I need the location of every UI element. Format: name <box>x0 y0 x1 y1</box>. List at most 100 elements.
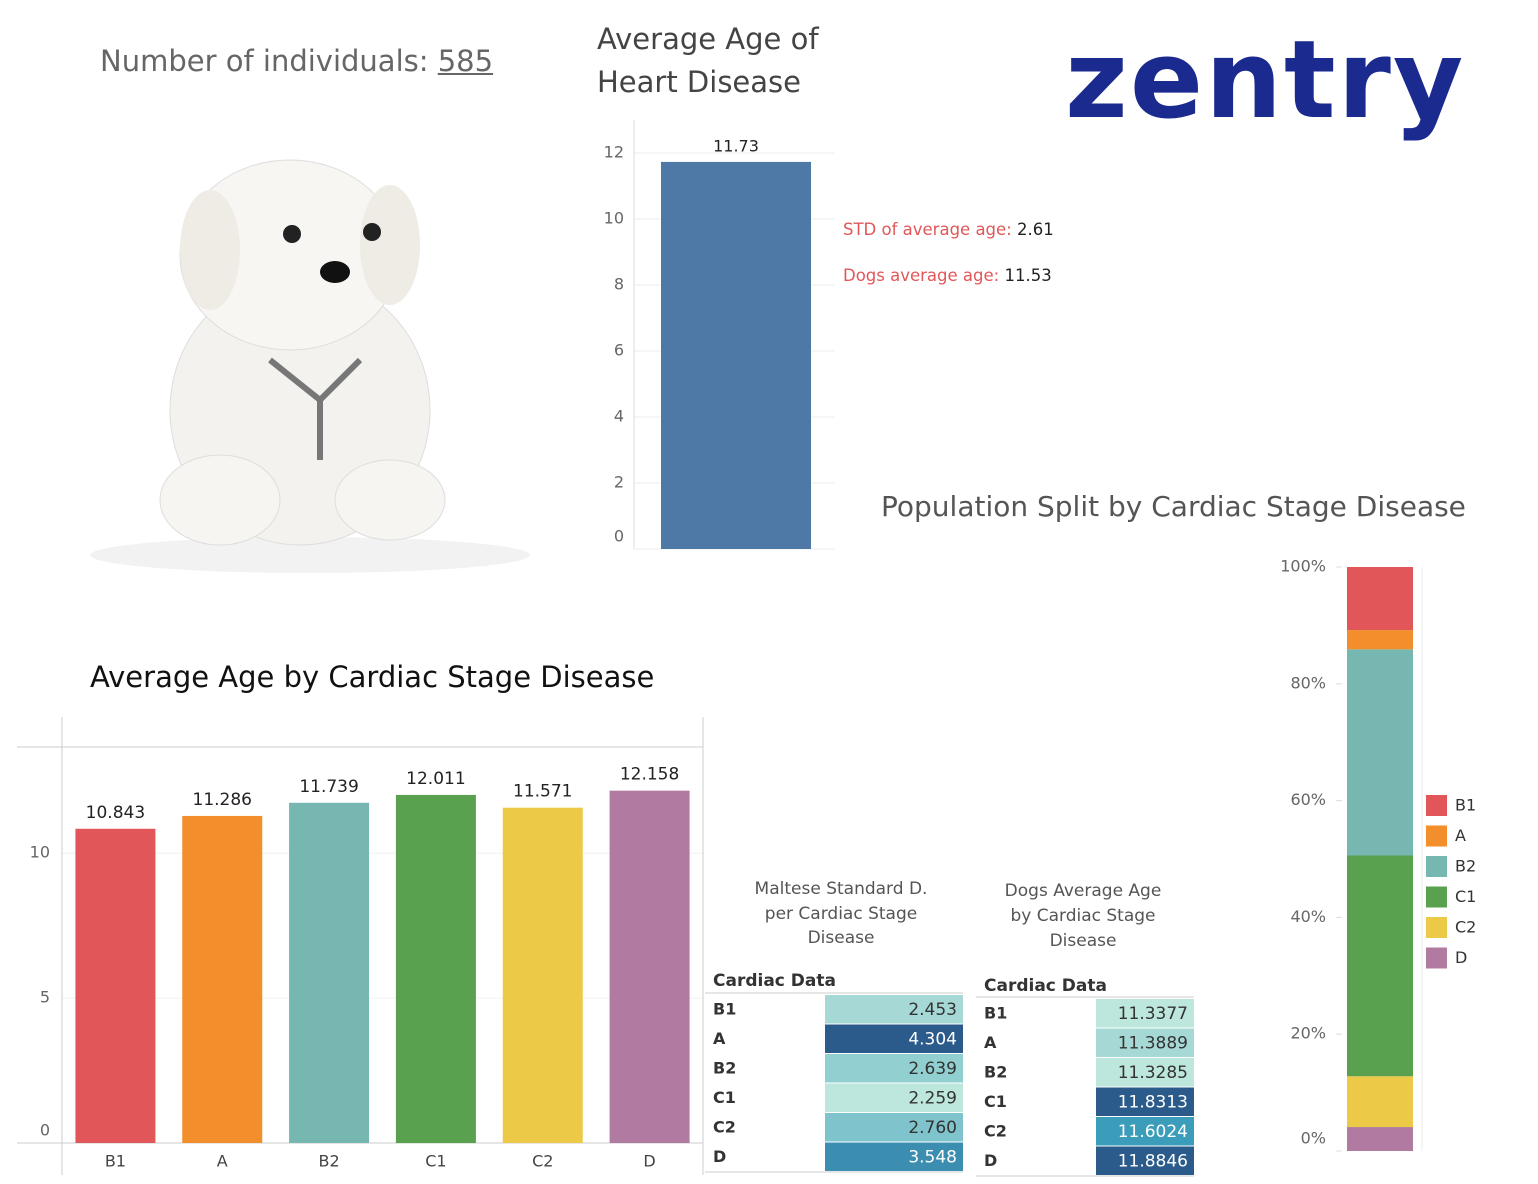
chart-title: Average Age by Cardiac Stage Disease <box>90 660 655 694</box>
table-title: Dogs Average Age by Cardiac Stage Diseas… <box>1004 881 1162 951</box>
dog-illustration <box>90 159 530 573</box>
cell-value: 2.453 <box>908 1000 957 1020</box>
table-cell <box>825 1083 963 1112</box>
x-tick-label: D <box>643 1152 655 1171</box>
legend-swatch <box>1426 917 1447 938</box>
y-tick-label: 10 <box>604 209 624 228</box>
row-label: D <box>984 1151 997 1170</box>
chart-title: Average Age of Heart Disease <box>597 22 819 99</box>
y-tick-label: 100% <box>1280 557 1326 576</box>
y-tick-label: 0 <box>614 527 624 546</box>
row-label: B2 <box>713 1059 736 1078</box>
legend-label: C1 <box>1455 887 1476 906</box>
row-label: A <box>984 1033 997 1052</box>
legend-label: A <box>1455 826 1466 845</box>
row-label: B1 <box>713 1000 736 1019</box>
cell-value: 3.548 <box>908 1148 957 1168</box>
row-label: C1 <box>713 1088 736 1107</box>
annotation: Dogs average age: 11.53 <box>843 266 1052 285</box>
cell-value: 11.3889 <box>1118 1034 1188 1054</box>
legend-swatch <box>1426 856 1447 877</box>
cell-value: 11.3377 <box>1118 1004 1188 1024</box>
y-tick-label: 60% <box>1290 790 1326 809</box>
y-tick-label: 8 <box>614 275 624 294</box>
cell-value: 11.3285 <box>1118 1063 1188 1083</box>
row-label: D <box>713 1147 726 1166</box>
table-cell <box>1096 1087 1194 1116</box>
legend-label: D <box>1455 948 1467 967</box>
bar <box>289 802 370 1143</box>
table-cell <box>825 995 963 1024</box>
bar <box>75 828 156 1143</box>
table-cell <box>825 1054 963 1083</box>
cell-value: 2.639 <box>908 1059 957 1079</box>
table-cell <box>825 1113 963 1142</box>
legend-label: B1 <box>1455 796 1476 815</box>
row-label: C2 <box>713 1118 736 1137</box>
y-tick-label: 2 <box>614 473 624 492</box>
table-cell <box>1096 1146 1194 1175</box>
table-cell <box>1096 1058 1194 1087</box>
row-label: B1 <box>984 1004 1007 1023</box>
y-tick-label: 6 <box>614 341 624 360</box>
bar-segment <box>1347 630 1413 650</box>
value-label: 12.158 <box>620 765 679 785</box>
table-cell <box>1096 999 1194 1028</box>
row-label: B2 <box>984 1063 1007 1082</box>
count-value: 585 <box>437 44 494 78</box>
bar <box>182 815 263 1143</box>
value-label: 12.011 <box>406 769 465 789</box>
value-label: 11.286 <box>193 790 252 810</box>
chart-title: Population Split by Cardiac Stage Diseas… <box>881 490 1466 523</box>
cell-value: 11.8313 <box>1118 1093 1188 1113</box>
table-title: Maltese Standard D. per Cardiac Stage Di… <box>754 879 928 948</box>
value-label: 10.843 <box>86 803 145 823</box>
annotation-label: STD of average age: <box>843 220 1012 239</box>
y-tick-label: 40% <box>1290 907 1326 926</box>
count-label: Number of individuals: <box>100 44 429 78</box>
y-tick-label: 10 <box>30 843 50 862</box>
legend-swatch <box>1426 886 1447 908</box>
row-label: A <box>713 1029 726 1048</box>
bar-segment <box>1347 1127 1413 1151</box>
cell-value: 2.259 <box>908 1089 957 1109</box>
y-tick-label: 0 <box>40 1121 50 1140</box>
annotation: STD of average age: 2.61 <box>843 220 1054 239</box>
y-tick-label: 0% <box>1301 1129 1326 1148</box>
x-tick-label: A <box>217 1152 228 1171</box>
bar <box>609 790 690 1143</box>
table-header: Cardiac Data <box>984 976 1107 996</box>
bar-segment <box>1347 649 1413 856</box>
annotation-value: 2.61 <box>1017 220 1054 239</box>
bar-segment <box>1347 567 1413 631</box>
table-header: Cardiac Data <box>713 971 836 991</box>
bar-segment <box>1347 855 1413 1077</box>
cell-value: 11.6024 <box>1118 1122 1188 1142</box>
bar <box>395 794 476 1143</box>
legend-label: C2 <box>1455 918 1476 937</box>
y-tick-label: 80% <box>1290 673 1326 692</box>
value-label: 11.739 <box>299 777 358 797</box>
x-tick-label: B2 <box>319 1152 340 1171</box>
y-tick-label: 5 <box>40 988 50 1007</box>
table-cell <box>1096 1117 1194 1146</box>
bar <box>661 161 811 549</box>
row-label: C2 <box>984 1122 1007 1141</box>
row-label: C1 <box>984 1092 1007 1111</box>
x-tick-label: C2 <box>532 1152 553 1171</box>
table-cell <box>1096 1028 1194 1057</box>
table-cell <box>825 1142 963 1171</box>
value-label: 11.571 <box>513 782 572 802</box>
legend-swatch <box>1426 795 1447 816</box>
table-cell <box>825 1024 963 1053</box>
y-tick-label: 12 <box>604 143 624 162</box>
value-label: 11.73 <box>713 136 759 155</box>
y-tick-label: 20% <box>1290 1024 1326 1043</box>
cell-value: 4.304 <box>908 1030 957 1050</box>
legend-swatch <box>1426 947 1447 969</box>
legend-label: B2 <box>1455 857 1476 876</box>
cell-value: 2.760 <box>908 1118 957 1138</box>
y-tick-label: 4 <box>614 407 624 426</box>
